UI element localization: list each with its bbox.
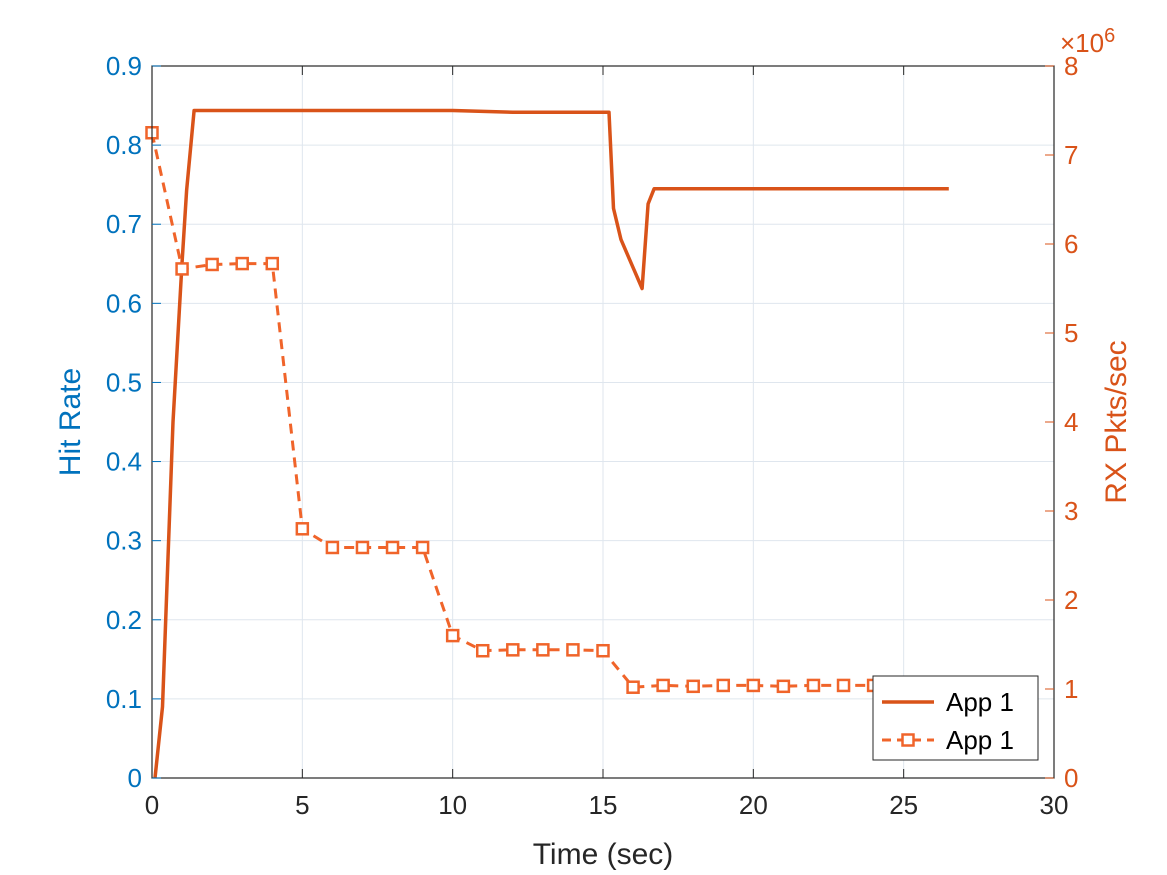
legend-label-1: App 1 xyxy=(946,687,1014,717)
series-marker xyxy=(265,256,280,271)
series-marker xyxy=(656,678,670,693)
x-tick-label: 20 xyxy=(739,790,768,820)
right-tick-label: 7 xyxy=(1064,140,1078,170)
series-marker xyxy=(686,679,700,694)
left-tick-label: 0.6 xyxy=(106,288,142,318)
left-tick-label: 0.3 xyxy=(106,526,142,556)
left-tick-label: 0 xyxy=(128,763,142,793)
series-marker xyxy=(355,540,370,555)
series-marker xyxy=(806,678,821,693)
left-tick-label: 0.9 xyxy=(106,51,142,81)
right-tick-label: 3 xyxy=(1064,496,1078,526)
series-marker xyxy=(506,643,520,657)
series-marker xyxy=(205,257,219,272)
series-marker xyxy=(776,679,791,694)
right-axis-multiplier: ×106 xyxy=(1060,25,1115,58)
legend-label-2: App 1 xyxy=(946,725,1014,755)
left-tick-label: 0.7 xyxy=(106,209,142,239)
right-axis-exponent: 6 xyxy=(1104,25,1115,47)
x-tick-label: 15 xyxy=(589,790,618,820)
series-marker xyxy=(415,540,430,555)
right-tick-label: 2 xyxy=(1064,585,1078,615)
series-marker xyxy=(475,643,490,658)
series-marker xyxy=(175,262,189,276)
left-axis-ticks: 0 0.1 0.2 0.3 0.4 0.5 0.6 0.7 0.8 0.9 xyxy=(106,51,161,793)
right-tick-label: 4 xyxy=(1064,407,1078,437)
series-marker xyxy=(235,256,249,271)
right-tick-label: 6 xyxy=(1064,229,1078,259)
x-tick-label: 25 xyxy=(889,790,918,820)
x-tick-label: 10 xyxy=(438,790,467,820)
series-marker xyxy=(836,678,851,693)
left-tick-label: 0.4 xyxy=(106,447,142,477)
left-axis-label: Hit Rate xyxy=(54,368,87,476)
left-tick-label: 0.2 xyxy=(106,605,142,635)
legend: App 1 App 1 xyxy=(872,675,1039,761)
left-tick-label: 0.5 xyxy=(106,367,142,397)
right-tick-label: 5 xyxy=(1064,318,1078,348)
series-marker xyxy=(445,628,460,643)
series-marker xyxy=(295,522,310,536)
series-line-solid xyxy=(153,108,949,779)
x-tick-label: 30 xyxy=(1040,790,1069,820)
series-marker xyxy=(716,678,731,693)
series-marker xyxy=(385,540,400,555)
left-tick-label: 0.1 xyxy=(106,684,142,714)
x-tick-label: 5 xyxy=(295,790,309,820)
series-marker xyxy=(626,680,640,694)
series-marker xyxy=(596,643,610,658)
x-tick-label: 0 xyxy=(145,790,159,820)
legend-box xyxy=(872,675,1039,761)
series-marker xyxy=(746,678,761,693)
series-marker xyxy=(536,643,550,657)
right-tick-label: 0 xyxy=(1064,763,1078,793)
series-marker xyxy=(566,643,580,657)
right-tick-label: 8 xyxy=(1064,51,1078,81)
legend-marker-square xyxy=(901,733,915,747)
x-axis-label: Time (sec) xyxy=(533,838,674,871)
right-axis-ticks: 0 1 2 3 4 5 6 7 8 xyxy=(1045,51,1078,793)
x-axis-ticks: 0 5 10 15 20 25 30 xyxy=(145,66,1069,820)
series-marker xyxy=(325,540,340,555)
right-axis-label: RX Pkts/sec xyxy=(1100,340,1133,503)
left-tick-label: 0.8 xyxy=(106,130,142,160)
right-tick-label: 1 xyxy=(1064,674,1078,704)
